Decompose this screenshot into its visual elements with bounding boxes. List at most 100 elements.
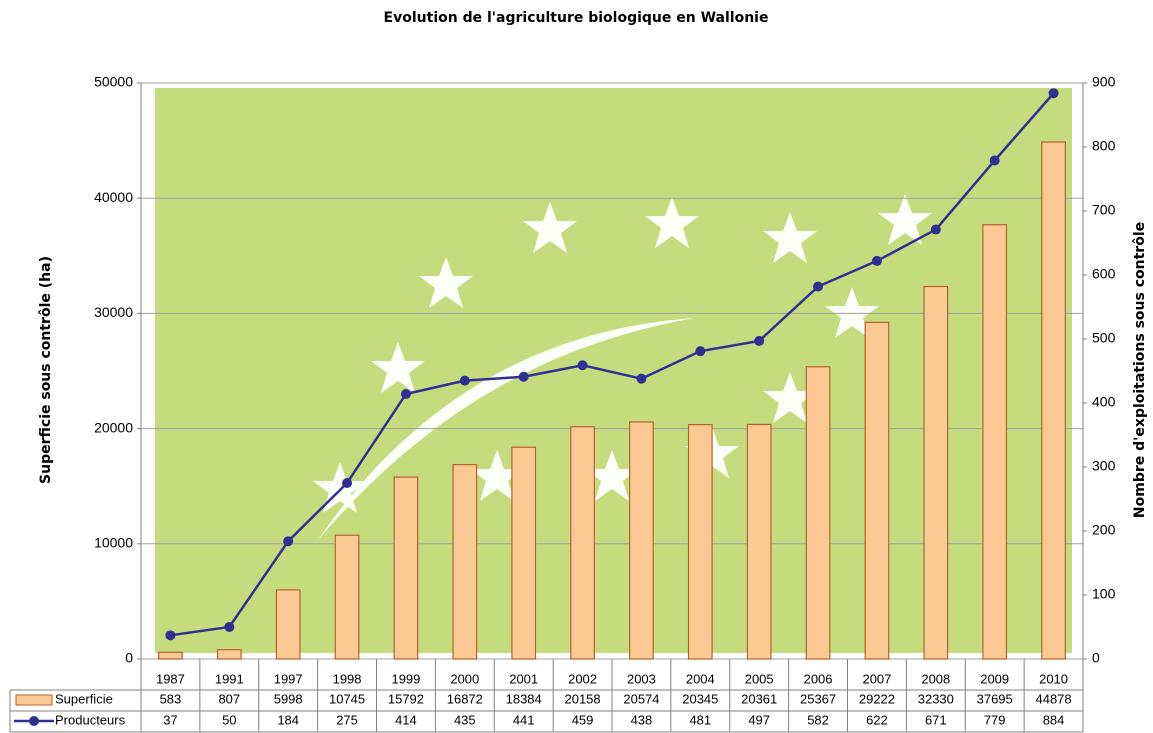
- x-tick-label: 1997: [274, 671, 303, 686]
- bar: [689, 425, 713, 659]
- y2-tick-label: 100: [1092, 586, 1116, 602]
- x-tick-label: 2003: [627, 671, 656, 686]
- x-tick-label: 1998: [333, 671, 362, 686]
- table-value: 20361: [741, 691, 777, 706]
- marker: [578, 360, 588, 370]
- marker: [813, 282, 823, 292]
- bar: [865, 322, 889, 659]
- y2-tick-label: 900: [1092, 74, 1116, 90]
- marker: [1049, 88, 1059, 98]
- bar: [453, 465, 477, 659]
- y2-tick-label: 300: [1092, 458, 1116, 474]
- bar: [1042, 142, 1066, 659]
- table-value: 15792: [388, 691, 424, 706]
- marker: [990, 155, 1000, 165]
- y2-tick-label: 600: [1092, 266, 1116, 282]
- y-tick-label: 10000: [94, 535, 133, 551]
- y2-tick-label: 0: [1092, 650, 1100, 666]
- y2-axis-title: Nombre d'exploitations sous contrôle: [1132, 222, 1148, 518]
- x-tick-label: 1987: [156, 671, 185, 686]
- x-tick-label: 2006: [804, 671, 833, 686]
- bar: [630, 422, 654, 659]
- legend-swatch: [29, 716, 39, 726]
- y2-tick-label: 200: [1092, 522, 1116, 538]
- table-value: 37: [163, 712, 177, 727]
- bar: [983, 225, 1007, 659]
- x-tick-label: 2002: [568, 671, 597, 686]
- bar: [571, 427, 595, 659]
- bar: [806, 367, 830, 659]
- bar: [276, 590, 300, 659]
- chart-title: Evolution de l'agriculture biologique en…: [384, 10, 769, 26]
- marker: [695, 346, 705, 356]
- table-value: 29222: [859, 691, 895, 706]
- x-tick-label: 1991: [215, 671, 244, 686]
- y2-tick-label: 800: [1092, 138, 1116, 154]
- x-tick-label: 2000: [450, 671, 479, 686]
- chart: Evolution de l'agriculture biologique en…: [0, 0, 1153, 733]
- marker: [872, 256, 882, 266]
- table-value: 184: [277, 712, 299, 727]
- x-tick-label: 2005: [745, 671, 774, 686]
- y-axis-title: Superficie sous contrôle (ha): [38, 256, 54, 484]
- table-value: 50: [222, 712, 236, 727]
- y2-tick-label: 700: [1092, 202, 1116, 218]
- y2-tick-label: 400: [1092, 394, 1116, 410]
- table-value: 20158: [564, 691, 600, 706]
- bar: [924, 287, 948, 659]
- bar: [512, 447, 536, 659]
- table-value: 481: [689, 712, 711, 727]
- marker: [754, 336, 764, 346]
- table-value: 671: [925, 712, 947, 727]
- bar: [394, 477, 418, 659]
- bar: [159, 652, 183, 659]
- marker: [636, 374, 646, 384]
- table-value: 583: [160, 691, 182, 706]
- table-value: 459: [572, 712, 594, 727]
- marker: [165, 630, 175, 640]
- table-value: 807: [218, 691, 240, 706]
- table-value: 779: [984, 712, 1006, 727]
- table-value: 441: [513, 712, 535, 727]
- table-value: 37695: [977, 691, 1013, 706]
- table-value: 32330: [918, 691, 954, 706]
- marker: [401, 389, 411, 399]
- marker: [460, 376, 470, 386]
- table-value: 20345: [682, 691, 718, 706]
- bar: [335, 535, 359, 659]
- legend-label: Superficie: [55, 691, 113, 706]
- table-value: 884: [1043, 712, 1065, 727]
- y2-tick-label: 500: [1092, 330, 1116, 346]
- marker: [931, 225, 941, 235]
- table-value: 25367: [800, 691, 836, 706]
- table-value: 414: [395, 712, 417, 727]
- table-value: 438: [631, 712, 653, 727]
- marker: [224, 622, 234, 632]
- table-value: 10745: [329, 691, 365, 706]
- y-tick-label: 20000: [94, 419, 133, 435]
- table-value: 44878: [1035, 691, 1071, 706]
- table-value: 497: [748, 712, 770, 727]
- x-tick-label: 1999: [391, 671, 420, 686]
- y-tick-label: 40000: [94, 189, 133, 205]
- x-tick-label: 2001: [509, 671, 538, 686]
- table-value: 435: [454, 712, 476, 727]
- legend-swatch: [16, 695, 52, 705]
- bar: [218, 650, 242, 659]
- table-value: 275: [336, 712, 358, 727]
- table-value: 582: [807, 712, 829, 727]
- y-tick-label: 0: [125, 650, 133, 666]
- x-tick-label: 2007: [862, 671, 891, 686]
- x-tick-label: 2009: [980, 671, 1009, 686]
- marker: [519, 372, 529, 382]
- table-value: 20574: [623, 691, 659, 706]
- x-tick-label: 2004: [686, 671, 715, 686]
- table-value: 18384: [506, 691, 542, 706]
- table-value: 622: [866, 712, 888, 727]
- x-tick-label: 2010: [1039, 671, 1068, 686]
- table-value: 5998: [274, 691, 303, 706]
- x-tick-label: 2008: [921, 671, 950, 686]
- table-value: 16872: [447, 691, 483, 706]
- marker: [283, 536, 293, 546]
- y-tick-label: 30000: [94, 304, 133, 320]
